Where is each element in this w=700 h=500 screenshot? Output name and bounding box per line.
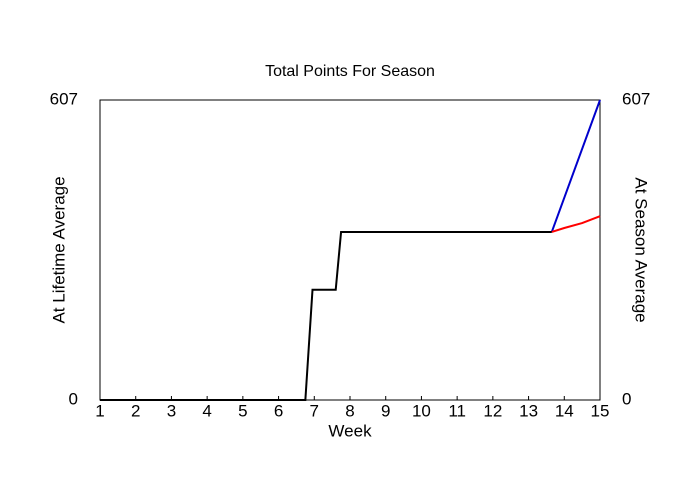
- series-line: [550, 99, 601, 233]
- y2-tick-label: 607: [622, 89, 650, 108]
- x-tick-label: 13: [519, 401, 538, 420]
- x-tick-label: 10: [412, 401, 431, 420]
- y-tick-label: 0: [69, 389, 78, 408]
- y2-axis-label: At Season Average: [632, 177, 651, 322]
- x-tick-label: 6: [274, 401, 283, 420]
- x-tick-label: 14: [555, 401, 574, 420]
- x-tick-label: 12: [483, 401, 502, 420]
- x-tick-label: 7: [310, 401, 319, 420]
- series-line: [100, 230, 552, 401]
- x-tick-label: 4: [202, 401, 211, 420]
- x-tick-label: 15: [591, 401, 610, 420]
- series-line: [551, 215, 601, 233]
- x-tick-label: 2: [131, 401, 140, 420]
- x-axis-label: Week: [328, 421, 372, 440]
- x-tick-label: 5: [238, 401, 247, 420]
- y-axis-label: At Lifetime Average: [49, 176, 68, 323]
- x-tick-label: 9: [381, 401, 390, 420]
- x-tick-label: 8: [345, 401, 354, 420]
- x-tick-label: 3: [167, 401, 176, 420]
- y-tick-label: 607: [50, 89, 78, 108]
- y2-tick-label: 0: [622, 389, 631, 408]
- x-tick-label: 11: [448, 401, 466, 420]
- x-tick-label: 1: [95, 401, 104, 420]
- chart-title: Total Points For Season: [265, 63, 435, 80]
